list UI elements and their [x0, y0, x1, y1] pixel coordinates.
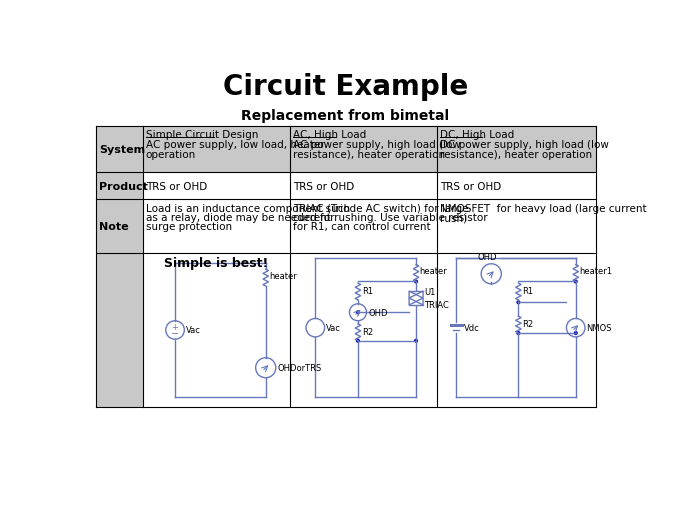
Text: TRS or OHD: TRS or OHD	[293, 181, 354, 191]
Text: System: System	[99, 145, 145, 155]
Text: R2: R2	[522, 320, 533, 329]
Bar	[437, 127, 596, 173]
Text: Vac: Vac	[326, 324, 341, 332]
Text: R1: R1	[362, 286, 373, 295]
Bar	[96, 127, 142, 173]
Text: current rushing. Use variable resistor: current rushing. Use variable resistor	[293, 213, 487, 223]
Text: TRIAC: TRIAC	[424, 300, 449, 309]
Text: −: −	[171, 328, 179, 338]
Circle shape	[356, 340, 359, 342]
Text: for R1, can control current: for R1, can control current	[293, 222, 431, 232]
Text: Vdc: Vdc	[464, 324, 480, 332]
Text: AC, High Load: AC, High Load	[293, 130, 366, 140]
Text: AC power supply, low load, heater: AC power supply, low load, heater	[146, 140, 324, 150]
Circle shape	[574, 332, 577, 335]
Text: Circuit Example: Circuit Example	[223, 73, 468, 101]
Text: DC, High Load: DC, High Load	[440, 130, 514, 140]
Text: Simple Circuit Design: Simple Circuit Design	[146, 130, 258, 140]
Text: operation: operation	[146, 150, 196, 160]
Text: heater: heater	[269, 271, 296, 280]
Text: Simple is best!: Simple is best!	[164, 257, 268, 270]
Text: U1: U1	[424, 288, 435, 297]
Text: surge protection: surge protection	[146, 222, 232, 232]
Circle shape	[414, 340, 417, 342]
Text: resistance), heater operation: resistance), heater operation	[293, 150, 445, 160]
Text: R1: R1	[522, 286, 533, 295]
Text: +: +	[171, 323, 178, 332]
Text: OHDorTRS: OHDorTRS	[277, 364, 321, 373]
Text: TRS or OHD: TRS or OHD	[440, 181, 502, 191]
Text: NMOSFET  for heavy load (large current: NMOSFET for heavy load (large current	[440, 204, 647, 214]
Text: rush): rush)	[440, 213, 467, 223]
Text: Vac: Vac	[186, 326, 200, 335]
Circle shape	[574, 281, 577, 283]
Text: AC power supply, high load (low: AC power supply, high load (low	[293, 140, 461, 150]
Text: heater1: heater1	[579, 267, 612, 276]
Circle shape	[517, 332, 520, 335]
Text: R2: R2	[362, 327, 373, 336]
Text: heater: heater	[419, 267, 447, 276]
Text: as a relay, diode may be needed for: as a relay, diode may be needed for	[146, 213, 334, 223]
Circle shape	[517, 301, 520, 304]
Text: OHD: OHD	[368, 308, 387, 317]
Circle shape	[414, 281, 417, 283]
Circle shape	[356, 311, 359, 314]
Text: Product: Product	[99, 181, 148, 191]
Text: Replacement from bimetal: Replacement from bimetal	[242, 109, 450, 123]
Text: TRS or OHD: TRS or OHD	[146, 181, 207, 191]
Bar	[96, 173, 142, 199]
Text: NMOS: NMOS	[587, 324, 612, 332]
Text: resistance), heater operation: resistance), heater operation	[440, 150, 592, 160]
Text: DC power supply, high load (low: DC power supply, high load (low	[440, 140, 609, 150]
Text: Note: Note	[99, 222, 129, 232]
Bar	[290, 127, 437, 173]
Bar	[96, 199, 142, 254]
Text: Load is an inductance component such: Load is an inductance component such	[146, 204, 350, 214]
Bar	[96, 254, 142, 407]
Text: TRIAC (Triode AC switch) for large: TRIAC (Triode AC switch) for large	[293, 204, 468, 214]
Text: OHD: OHD	[478, 252, 497, 261]
Bar	[142, 127, 290, 173]
